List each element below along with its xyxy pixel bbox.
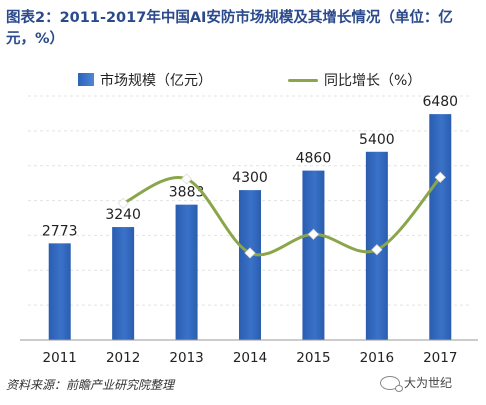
x-tick-2012: 2012 <box>106 350 140 366</box>
x-tick-2013: 2013 <box>169 350 203 366</box>
legend-label-growth: 同比增长（%） <box>324 73 422 89</box>
x-tick-2015: 2015 <box>296 350 330 366</box>
brand-name: 大为世纪 <box>404 376 453 390</box>
growth-marker-2015 <box>307 228 319 240</box>
legend-line-swatch <box>288 79 318 82</box>
bar-2011 <box>48 243 71 340</box>
legend: 市场规模（亿元） 同比增长（%） <box>0 68 486 92</box>
x-tick-2014: 2014 <box>233 350 267 366</box>
legend-label-market-size: 市场规模（亿元） <box>100 73 212 89</box>
data-label-2015: 4860 <box>296 151 332 167</box>
bar-2012 <box>112 227 135 340</box>
source-note: 资料来源：前瞻产业研究院整理 <box>6 378 175 392</box>
bar-2014 <box>239 190 261 340</box>
brand-watermark: 大为世纪 <box>380 374 453 392</box>
data-label-2017: 6480 <box>422 94 458 110</box>
data-label-2013: 3883 <box>169 185 205 201</box>
data-label-2014: 4300 <box>232 170 268 186</box>
data-label-2012: 3240 <box>105 207 141 223</box>
x-tick-2016: 2016 <box>360 350 394 366</box>
data-label-2016: 5400 <box>359 132 395 148</box>
bar-2017 <box>429 114 452 340</box>
x-tick-2011: 2011 <box>43 350 77 366</box>
bar-2015 <box>302 170 325 340</box>
legend-bar-swatch <box>78 73 94 86</box>
chart-title: 图表2：2011-2017年中国AI安防市场规模及其增长情况（单位：亿元，%） <box>6 10 453 47</box>
bar-2013 <box>175 204 198 340</box>
growth-marker-2016 <box>371 244 383 256</box>
data-label-2011: 2773 <box>42 223 78 239</box>
wechat-icon <box>380 375 403 392</box>
growth-marker-2012 <box>117 197 129 209</box>
growth-marker-2014 <box>244 247 256 259</box>
growth-marker-2013 <box>181 173 193 185</box>
x-tick-2017: 2017 <box>423 350 457 366</box>
growth-marker-2017 <box>434 171 446 183</box>
